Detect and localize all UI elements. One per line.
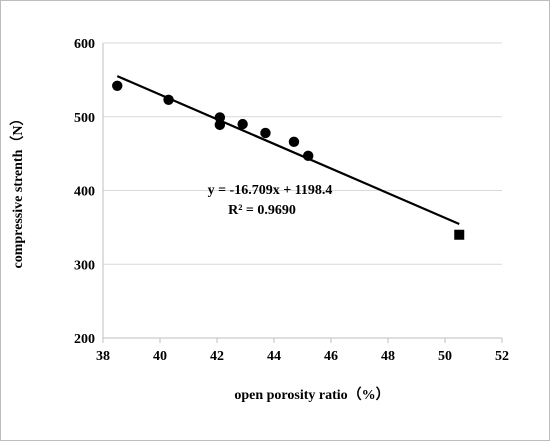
- data-point: [112, 80, 123, 91]
- data-point: [303, 150, 314, 162]
- x-tick-label: 52: [495, 349, 509, 364]
- x-tick-label: 40: [153, 349, 167, 364]
- r-squared-label: R² = 0.9690: [228, 203, 296, 218]
- x-tick-label: 46: [324, 349, 338, 364]
- trendline-group: [116, 75, 460, 225]
- y-tick-label: 600: [74, 37, 95, 52]
- data-point: [237, 118, 248, 130]
- data-point-square: [454, 229, 465, 240]
- x-tick-label: 48: [381, 349, 395, 364]
- axes: [102, 43, 503, 343]
- x-axis-label: open porosity ratio（%）: [234, 387, 389, 403]
- y-tick-label: 500: [74, 111, 95, 126]
- trendline: [116, 75, 460, 225]
- data-points: [112, 80, 465, 240]
- y-tick-label: 300: [74, 258, 95, 273]
- gridlines: [103, 42, 502, 265]
- x-tick-label: 42: [210, 349, 224, 364]
- x-tick-label: 50: [438, 349, 452, 364]
- data-point: [214, 112, 226, 123]
- tick-labels: 200 300 400 500 600 38 40 42 44 46 48 50 52: [74, 37, 509, 364]
- x-tick-label: 44: [267, 349, 281, 364]
- y-axis-label: compressive strenth（N）: [10, 112, 26, 269]
- data-point: [288, 136, 300, 148]
- x-tick-label: 38: [96, 349, 110, 364]
- y-tick-label: 200: [74, 332, 95, 347]
- data-point: [260, 127, 271, 139]
- y-tick-label: 400: [74, 185, 95, 200]
- data-point: [163, 94, 174, 105]
- equation-label: y = -16.709x + 1198.4: [208, 183, 333, 198]
- data-point: [214, 119, 226, 131]
